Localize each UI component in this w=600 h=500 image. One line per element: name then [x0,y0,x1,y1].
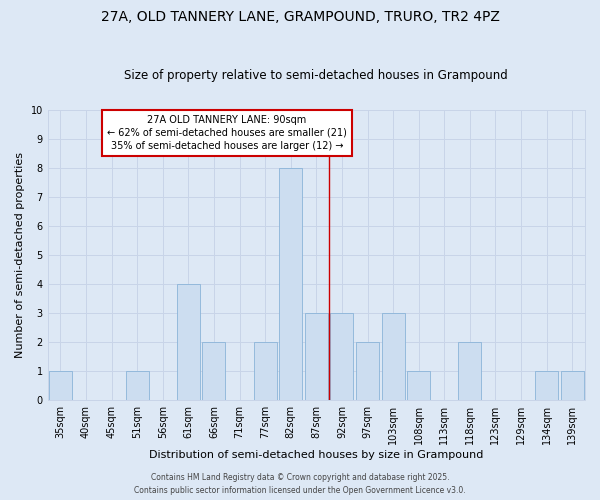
Bar [331,313,353,400]
X-axis label: Distribution of semi-detached houses by size in Grampound: Distribution of semi-detached houses by … [149,450,484,460]
Bar [458,342,481,400]
Bar [305,313,328,400]
Bar [49,372,72,400]
Bar [407,372,430,400]
Text: Contains HM Land Registry data © Crown copyright and database right 2025.
Contai: Contains HM Land Registry data © Crown c… [134,474,466,495]
Text: 27A, OLD TANNERY LANE, GRAMPOUND, TRURO, TR2 4PZ: 27A, OLD TANNERY LANE, GRAMPOUND, TRURO,… [101,10,499,24]
Bar [382,313,404,400]
Bar [560,372,584,400]
Title: Size of property relative to semi-detached houses in Grampound: Size of property relative to semi-detach… [124,69,508,82]
Bar [177,284,200,401]
Y-axis label: Number of semi-detached properties: Number of semi-detached properties [15,152,25,358]
Bar [356,342,379,400]
Bar [535,372,558,400]
Bar [254,342,277,400]
Bar [126,372,149,400]
Bar [202,342,226,400]
Bar [279,168,302,400]
Text: 27A OLD TANNERY LANE: 90sqm
← 62% of semi-detached houses are smaller (21)
35% o: 27A OLD TANNERY LANE: 90sqm ← 62% of sem… [107,115,347,151]
